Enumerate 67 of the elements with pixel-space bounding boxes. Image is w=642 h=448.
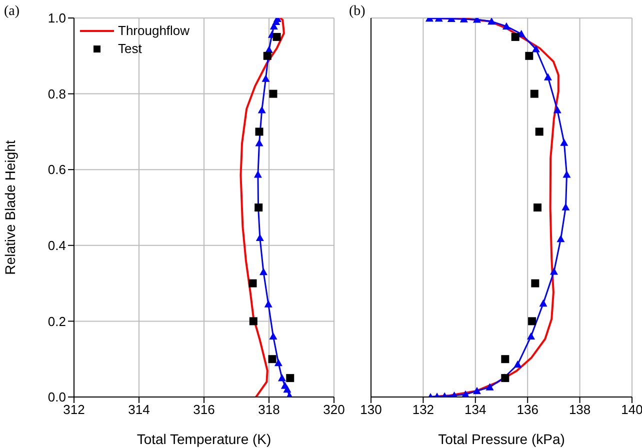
point xyxy=(259,268,268,276)
legend-label: Test xyxy=(118,40,142,58)
point xyxy=(488,18,496,25)
point xyxy=(526,332,535,340)
point xyxy=(268,355,276,364)
y-tick-label: 0.0 xyxy=(48,390,66,405)
point xyxy=(553,106,562,114)
point xyxy=(262,74,270,82)
y-tick-label: 0.2 xyxy=(48,314,66,329)
point xyxy=(532,45,540,52)
point xyxy=(560,138,568,146)
point xyxy=(544,73,552,80)
point xyxy=(272,32,281,41)
point xyxy=(280,382,289,389)
x-tick-label: 314 xyxy=(128,402,150,418)
x-tick-label: 134 xyxy=(464,402,486,418)
point xyxy=(502,22,510,30)
point xyxy=(269,90,278,98)
x-tick-label: 138 xyxy=(568,402,591,418)
point xyxy=(263,52,272,60)
x-tick-label: 320 xyxy=(323,402,345,418)
point xyxy=(249,317,258,326)
legend-label: Throughflow xyxy=(118,22,190,40)
point xyxy=(274,358,282,366)
point xyxy=(535,128,544,136)
point xyxy=(461,390,470,397)
point xyxy=(254,170,262,178)
y-tick-label: 0.6 xyxy=(48,162,66,178)
y-tick-label: 0.4 xyxy=(48,238,66,254)
point xyxy=(264,300,272,308)
x-tick-label: 312 xyxy=(63,402,85,418)
point xyxy=(528,317,536,326)
point xyxy=(530,90,538,98)
point xyxy=(531,279,540,288)
x-tick-label: 318 xyxy=(258,402,280,418)
point xyxy=(511,32,520,41)
point xyxy=(550,268,558,275)
point xyxy=(562,203,570,210)
point xyxy=(525,52,534,60)
point xyxy=(534,204,542,212)
point xyxy=(248,279,257,288)
y-axis-title: Relative Blade Height xyxy=(2,140,18,275)
line-series xyxy=(240,18,285,397)
point xyxy=(514,360,522,368)
x-axis-title: Total Pressure (kPa) xyxy=(438,431,565,447)
point xyxy=(562,170,571,178)
x-tick-label: 140 xyxy=(621,402,642,418)
point xyxy=(501,355,510,364)
point xyxy=(255,139,264,146)
point xyxy=(255,128,264,136)
x-tick-label: 316 xyxy=(193,402,215,418)
point xyxy=(278,374,286,382)
x-tick-label: 136 xyxy=(516,402,538,418)
y-tick-label: 1.0 xyxy=(48,10,66,26)
chart-title: (a) xyxy=(4,4,20,20)
point xyxy=(258,106,266,114)
point xyxy=(269,332,278,340)
x-tick-label: 132 xyxy=(412,402,434,418)
x-axis-title: Total Temperature (K) xyxy=(136,431,272,447)
point xyxy=(556,234,565,242)
y-tick-label: 0.8 xyxy=(48,86,66,102)
chart-title: (b) xyxy=(349,4,366,20)
point xyxy=(539,299,548,307)
point xyxy=(472,386,481,394)
x-tick-label: 130 xyxy=(360,402,382,418)
point xyxy=(486,383,494,390)
point xyxy=(286,374,294,382)
